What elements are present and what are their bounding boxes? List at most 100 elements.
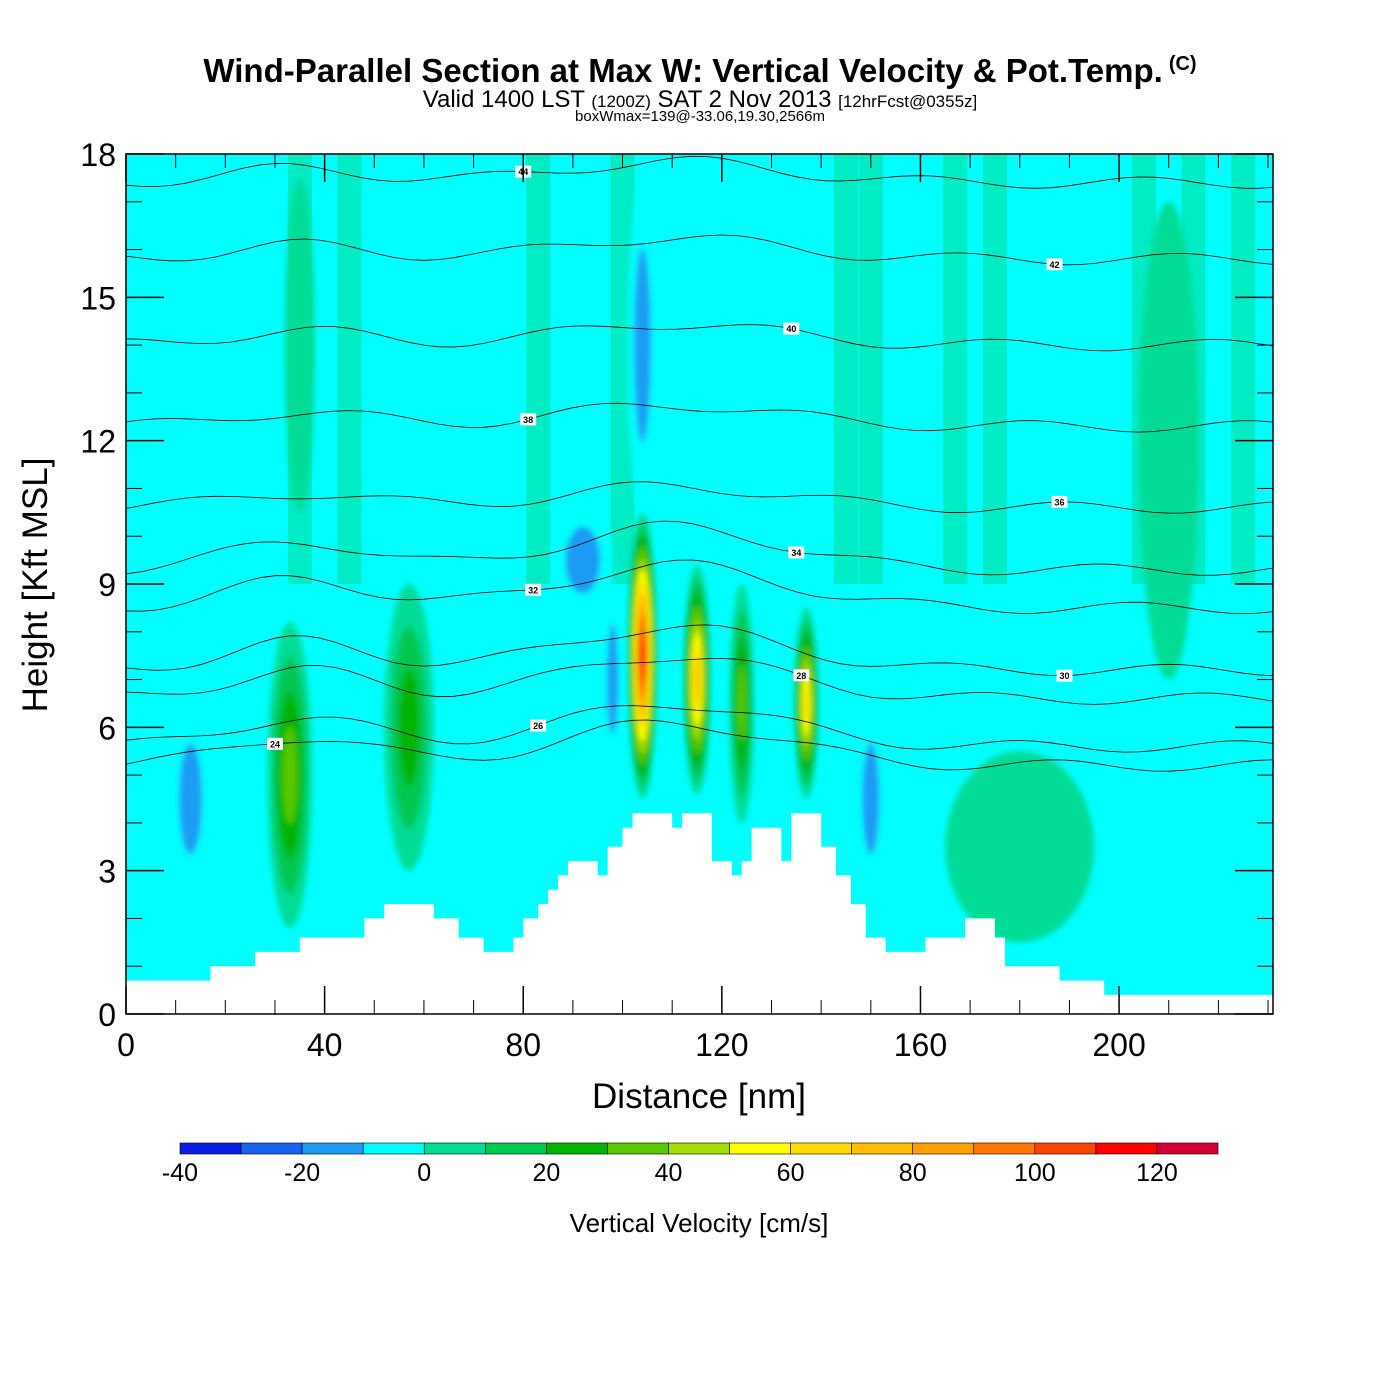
x-tick-label-40: 40 xyxy=(307,1027,343,1063)
theta-label-28: 28 xyxy=(796,671,806,681)
colorbar-label-40: 40 xyxy=(655,1159,683,1187)
streak-2 xyxy=(526,154,551,584)
theta-label-36: 36 xyxy=(1054,497,1064,507)
y-tick-label-6: 6 xyxy=(98,710,116,746)
valid-time-line: Valid 1400 LST (1200Z) SAT 2 Nov 2013 [1… xyxy=(0,86,1400,114)
background-streaks xyxy=(287,154,1256,584)
y-axis-title: Height [Kft MSL] xyxy=(16,458,55,713)
box-wmax-line: boxWmax=139@-33.06,19.30,2566m xyxy=(575,108,825,125)
colorbar-title: Vertical Velocity [cm/s] xyxy=(570,1208,829,1238)
theta-contour-34 xyxy=(126,520,1273,576)
theta-contour-26 xyxy=(126,705,1273,753)
plot-area: 2426283032343638404244 xyxy=(126,154,1273,1014)
velocity-cell-5-level-6 xyxy=(803,685,809,722)
x-axis: 0 40 80 120 160 200 xyxy=(117,154,1269,1063)
streak-5 xyxy=(858,154,883,584)
theta-contour-30 xyxy=(126,624,1273,677)
colorbar-swatch-10 xyxy=(790,1142,852,1155)
velocity-cell-11-level-0 xyxy=(478,655,519,895)
theta-label-bg-40 xyxy=(783,322,800,335)
theta-label-bg-32 xyxy=(525,583,542,596)
colorbar-swatch-11 xyxy=(851,1142,914,1155)
y-tick-label-9: 9 xyxy=(98,567,116,603)
theta-label-34: 34 xyxy=(791,548,801,558)
theta-label-bg-42 xyxy=(1046,258,1063,271)
streak-4 xyxy=(833,154,858,584)
velocity-cell-8-level-1 xyxy=(633,247,652,443)
theta-contours: 2426283032343638404244 xyxy=(126,155,1273,772)
colorbar-label-20: 20 xyxy=(532,1159,560,1187)
colorbar-label-0: 0 xyxy=(417,1159,431,1187)
colorbar: -40 -20 0 20 40 60 80 100 120 xyxy=(162,1142,1219,1187)
theta-label-38: 38 xyxy=(523,415,533,425)
colorbar-label--20: -20 xyxy=(284,1159,320,1187)
velocity-cell-13-level-0 xyxy=(1138,201,1199,680)
velocity-cell-1-level-2 xyxy=(398,668,420,787)
y-tick-label-3: 3 xyxy=(98,854,116,890)
velocity-cell-10-level-1 xyxy=(862,743,880,855)
theta-label-bg-30 xyxy=(1056,669,1073,682)
y-tick-label-15: 15 xyxy=(80,280,116,316)
theta-label-32: 32 xyxy=(528,585,538,595)
colorbar-swatch-0 xyxy=(179,1142,242,1155)
colorbar-swatch-16 xyxy=(1156,1142,1219,1155)
colorbar-swatch-1 xyxy=(240,1142,303,1155)
streak-7 xyxy=(982,154,1007,584)
velocity-cell-3-level-7 xyxy=(694,660,700,699)
colorbar-swatch-5 xyxy=(484,1142,547,1155)
x-axis-title: Distance [nm] xyxy=(592,1077,806,1116)
y-tick-label-0: 0 xyxy=(98,997,116,1033)
chart-title-text: Wind-Parallel Section at Max W: Vertical… xyxy=(203,52,1163,89)
x-tick-label-200: 200 xyxy=(1092,1027,1145,1063)
theta-contour-38 xyxy=(126,402,1273,433)
theta-contour-44 xyxy=(126,155,1273,189)
colorbar-label-100: 100 xyxy=(1014,1159,1056,1187)
theta-label-bg-34 xyxy=(788,546,805,559)
valid-date-text: SAT 2 Nov 2013 xyxy=(657,86,832,113)
streak-1 xyxy=(337,154,362,584)
colorbar-label-80: 80 xyxy=(899,1159,927,1187)
x-tick-label-120: 120 xyxy=(695,1027,748,1063)
chart-title: Wind-Parallel Section at Max W: Vertical… xyxy=(0,52,1400,90)
velocity-cell-2-level-11 xyxy=(640,639,645,672)
colorbar-swatch-9 xyxy=(729,1142,791,1155)
theta-contour-28 xyxy=(126,658,1273,705)
theta-label-bg-24 xyxy=(266,737,283,750)
velocity-cells xyxy=(170,177,1199,943)
colorbar-swatch-4 xyxy=(423,1142,486,1155)
y-tick-label-12: 12 xyxy=(80,424,116,460)
x-tick-label-0: 0 xyxy=(117,1027,135,1063)
theta-contour-24 xyxy=(126,719,1273,772)
colorbar-swatch-13 xyxy=(973,1142,1036,1155)
velocity-cell-9-level-1 xyxy=(178,743,203,855)
colorbar-swatch-3 xyxy=(362,1142,425,1155)
x-tick-label-160: 160 xyxy=(894,1027,947,1063)
colorbar-swatch-6 xyxy=(546,1142,608,1155)
colorbar-label-60: 60 xyxy=(777,1159,805,1187)
theta-label-bg-28 xyxy=(793,669,810,682)
forecast-text: [12hrFcst@0355z] xyxy=(838,92,978,111)
colorbar-swatch-15 xyxy=(1095,1142,1158,1155)
theta-label-26: 26 xyxy=(533,721,543,731)
copyright-mark: (C) xyxy=(1168,53,1197,75)
theta-contour-36 xyxy=(126,481,1273,514)
colorbar-swatch-2 xyxy=(301,1142,364,1155)
theta-contour-42 xyxy=(126,234,1273,266)
terrain-mask xyxy=(126,813,1273,1014)
x-tick-label-80: 80 xyxy=(505,1027,541,1063)
theta-contour-40 xyxy=(126,324,1273,352)
velocity-cell-7-level-1 xyxy=(606,623,619,736)
y-tick-label-18: 18 xyxy=(80,137,116,173)
velocity-cell-12-level-0 xyxy=(284,177,315,513)
theta-label-42: 42 xyxy=(1050,260,1060,270)
theta-label-40: 40 xyxy=(786,324,796,334)
valid-utc-text: (1200Z) xyxy=(591,92,651,111)
velocity-cell-0-level-3 xyxy=(282,726,297,824)
streak-10 xyxy=(1231,154,1256,584)
velocity-cell-4-level-3 xyxy=(737,665,746,742)
velocity-cell-6-level-1 xyxy=(565,526,601,594)
colorbar-swatch-8 xyxy=(668,1142,730,1155)
velocity-cell-14-level-0 xyxy=(945,751,1095,943)
